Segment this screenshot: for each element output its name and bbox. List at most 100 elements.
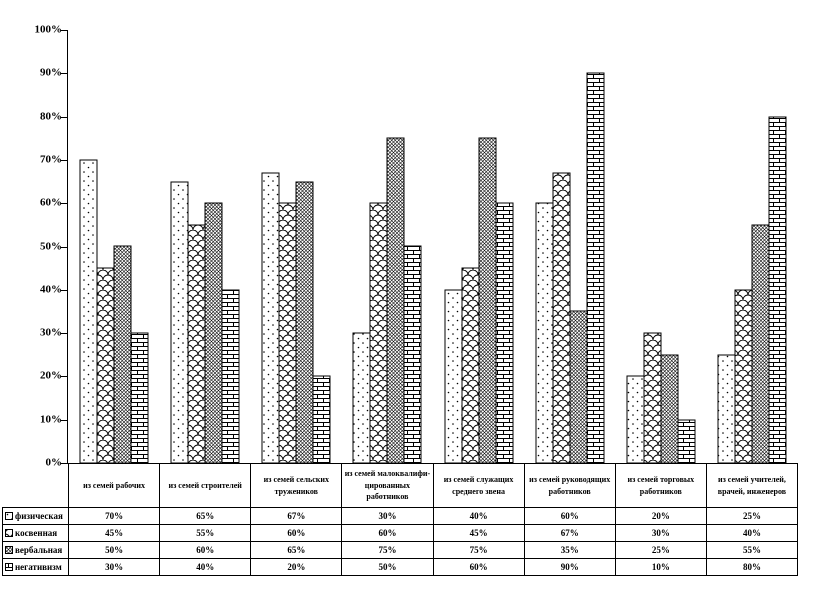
y-tick-mark xyxy=(61,159,67,161)
value-cell: 40% xyxy=(432,507,525,525)
y-tick-label: 60% xyxy=(40,196,62,209)
bar-косвенная-5 xyxy=(461,267,480,463)
value-cell: 20% xyxy=(614,507,707,525)
value-cell: 67% xyxy=(250,507,343,525)
value-cell: 30% xyxy=(341,507,434,525)
bar-негативизм-8 xyxy=(768,116,787,463)
value-cell: 55% xyxy=(159,524,252,542)
value-cell: 30% xyxy=(67,558,161,576)
bar-вербальная-3 xyxy=(295,181,314,463)
value-cell: 70% xyxy=(67,507,161,525)
bar-вербальная-5 xyxy=(478,137,497,463)
bar-вербальная-2 xyxy=(204,202,223,463)
y-tick-label: 20% xyxy=(40,369,62,382)
category-header-4: из семей малоквалифи-цированных работник… xyxy=(341,463,434,508)
row-label-4: негативизм xyxy=(2,558,69,576)
table-corner-blank xyxy=(3,464,69,508)
bar-косвенная-3 xyxy=(278,202,297,463)
data-table: из семей рабочих из семей строителей из се… xyxy=(2,463,799,576)
value-cell: 20% xyxy=(250,558,343,576)
bar-физическая-3 xyxy=(261,172,280,463)
legend-swatch-icon xyxy=(5,511,13,520)
y-tick-mark xyxy=(61,203,67,205)
bar-вербальная-8 xyxy=(751,224,770,463)
series-label: физическая xyxy=(15,510,63,521)
bar-негативизм-7 xyxy=(677,419,696,463)
bar-физическая-4 xyxy=(352,332,371,463)
value-cell: 50% xyxy=(341,558,434,576)
bar-косвенная-1 xyxy=(96,267,115,463)
bar-негативизм-1 xyxy=(130,332,149,463)
bar-вербальная-6 xyxy=(569,310,588,463)
y-tick-mark xyxy=(61,419,67,421)
bar-вербальная-4 xyxy=(386,137,405,463)
value-cell: 67% xyxy=(523,524,616,542)
y-tick-mark xyxy=(61,246,67,248)
bar-негативизм-6 xyxy=(586,72,605,463)
bar-физическая-2 xyxy=(170,181,189,463)
y-tick-label: 100% xyxy=(34,23,63,36)
row-label-2: косвенная xyxy=(2,524,69,542)
y-tick-mark xyxy=(61,30,67,31)
value-cell: 75% xyxy=(341,541,434,559)
category-header-8: из семей учителей, врачей, инженеров xyxy=(705,463,799,508)
value-cell: 75% xyxy=(432,541,525,559)
value-cell: 60% xyxy=(432,558,525,576)
value-cell: 40% xyxy=(705,524,799,542)
category-header-3: из семей сельских тружеников xyxy=(250,463,343,508)
row-label-3: вербальная xyxy=(2,541,69,559)
value-cell: 60% xyxy=(341,524,434,542)
y-tick-mark xyxy=(61,73,67,75)
bar-косвенная-8 xyxy=(734,289,753,463)
bar-физическая-1 xyxy=(79,159,98,463)
y-tick-label: 80% xyxy=(40,110,62,123)
value-cell: 25% xyxy=(614,541,707,559)
bar-косвенная-2 xyxy=(187,224,206,463)
y-axis-line xyxy=(67,30,68,464)
category-header-7: из семей торговых работников xyxy=(614,463,707,508)
table-row: вербальная 50% 60% 65% 75% 75% 35% 25% 55% xyxy=(2,541,799,559)
legend-swatch-icon xyxy=(5,528,13,537)
category-header-1: из семей рабочих xyxy=(67,463,161,508)
value-cell: 25% xyxy=(705,507,799,525)
y-tick-mark xyxy=(61,463,67,464)
value-cell: 45% xyxy=(67,524,161,542)
y-tick-mark xyxy=(61,116,67,118)
legend-swatch-icon xyxy=(5,545,13,554)
bar-негативизм-3 xyxy=(312,375,331,463)
bar-косвенная-7 xyxy=(643,332,662,463)
value-cell: 65% xyxy=(159,507,252,525)
bar-физическая-7 xyxy=(626,375,645,463)
value-cell: 45% xyxy=(432,524,525,542)
row-label-1: физическая xyxy=(2,507,69,525)
value-cell: 55% xyxy=(705,541,799,559)
y-tick-label: 90% xyxy=(40,66,62,79)
table-row: физическая 70% 65% 67% 30% 40% 60% 20% 25% xyxy=(2,507,799,525)
y-tick-label: 40% xyxy=(40,283,62,296)
series-label: косвенная xyxy=(15,527,58,538)
y-tick-label: 50% xyxy=(40,240,62,252)
table-row: косвенная 45% 55% 60% 60% 45% 67% 30% 40% xyxy=(2,524,799,542)
value-cell: 60% xyxy=(159,541,252,559)
y-tick-label: 10% xyxy=(40,413,62,426)
y-tick-mark xyxy=(61,376,67,378)
value-cell: 65% xyxy=(250,541,343,559)
bar-негативизм-5 xyxy=(495,202,514,463)
category-header-6: из семей руководящих работников xyxy=(523,463,616,508)
y-tick-label: 0% xyxy=(45,456,63,469)
bar-косвенная-6 xyxy=(552,172,571,463)
y-tick-mark xyxy=(61,289,67,291)
category-header-2: из семей строителей xyxy=(159,463,252,508)
bar-косвенная-4 xyxy=(369,202,388,463)
bar-вербальная-1 xyxy=(113,245,132,463)
bar-физическая-6 xyxy=(535,202,554,463)
value-cell: 60% xyxy=(250,524,343,542)
value-cell: 10% xyxy=(614,558,707,576)
bar-физическая-8 xyxy=(717,354,736,463)
value-cell: 50% xyxy=(67,541,161,559)
bar-вербальная-7 xyxy=(660,354,679,463)
y-tick-mark xyxy=(61,333,67,335)
bars-svg xyxy=(79,72,787,463)
value-cell: 40% xyxy=(159,558,252,576)
